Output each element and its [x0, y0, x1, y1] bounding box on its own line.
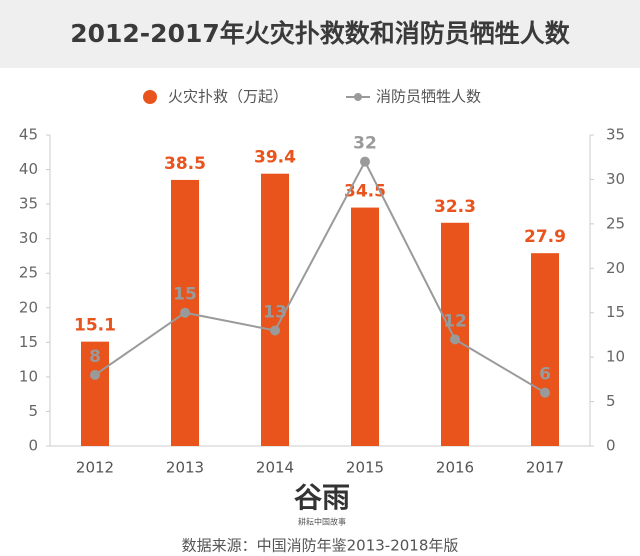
- x-tick-label: 2015: [346, 459, 384, 477]
- x-tick-label: 2016: [436, 459, 474, 477]
- x-tick-label: 2012: [76, 459, 114, 477]
- y-tick-label: 20: [19, 298, 38, 316]
- y2-tick-label: 15: [606, 303, 625, 321]
- legend-label: 消防员牺牲人数: [376, 88, 481, 106]
- chart-title: 2012-2017年火灾扑救数和消防员牺牲人数: [70, 19, 571, 48]
- y-tick-label: 5: [28, 402, 38, 420]
- bar-value-label: 38.5: [164, 154, 206, 174]
- bar-value-label: 39.4: [254, 148, 296, 168]
- bar-value-label: 34.5: [344, 182, 386, 202]
- line: [94, 159, 546, 394]
- line-value-label: 32: [353, 134, 377, 154]
- bar: [531, 253, 559, 446]
- line-value-label: 13: [263, 302, 287, 322]
- bar-value-label: 32.3: [434, 197, 476, 217]
- y-tick-label: 15: [19, 333, 38, 351]
- x-tick-label: 2017: [526, 459, 564, 477]
- legend-marker: [143, 90, 157, 104]
- line-value-label: 8: [89, 347, 101, 367]
- y-tick-label: 30: [19, 229, 38, 247]
- y-tick-label: 10: [19, 367, 38, 385]
- legend-label: 火灾扑救（万起）: [168, 88, 288, 106]
- line-value-label: 6: [539, 365, 551, 385]
- logo-subtitle: 耕耘中国故事: [298, 517, 346, 527]
- y-tick-label: 40: [19, 160, 38, 178]
- line-point: [180, 307, 190, 318]
- bar-value-label: 15.1: [74, 316, 116, 336]
- logo: 谷雨: [294, 481, 350, 514]
- y2-tick-label: 5: [606, 392, 616, 410]
- y-tick-label: 45: [19, 126, 38, 144]
- bar: [261, 173, 289, 447]
- line-point: [90, 369, 100, 380]
- y2-tick-label: 10: [606, 348, 625, 366]
- y2-tick-label: 25: [606, 214, 625, 232]
- line-point: [450, 334, 460, 345]
- legend-marker: [354, 93, 363, 101]
- y2-tick-label: 35: [606, 126, 625, 144]
- x-tick-label: 2013: [166, 459, 204, 477]
- line-value-label: 12: [443, 311, 467, 331]
- source: 数据来源：中国消防年鉴2013-2018年版: [182, 537, 459, 555]
- bar: [81, 341, 109, 446]
- line-value-label: 15: [173, 285, 197, 305]
- title-band: [0, 0, 640, 68]
- y2-tick-label: 0: [606, 437, 616, 455]
- bar: [351, 207, 379, 446]
- line-point: [540, 387, 550, 398]
- line-point: [360, 156, 370, 167]
- y2-tick-label: 30: [606, 170, 625, 188]
- y-tick-label: 35: [19, 195, 38, 213]
- x-tick-label: 2014: [256, 459, 294, 477]
- y-tick-label: 25: [19, 264, 38, 282]
- y-tick-label: 0: [28, 437, 38, 455]
- line-point: [270, 325, 280, 336]
- y2-tick-label: 20: [606, 259, 625, 277]
- bar-value-label: 27.9: [524, 227, 566, 247]
